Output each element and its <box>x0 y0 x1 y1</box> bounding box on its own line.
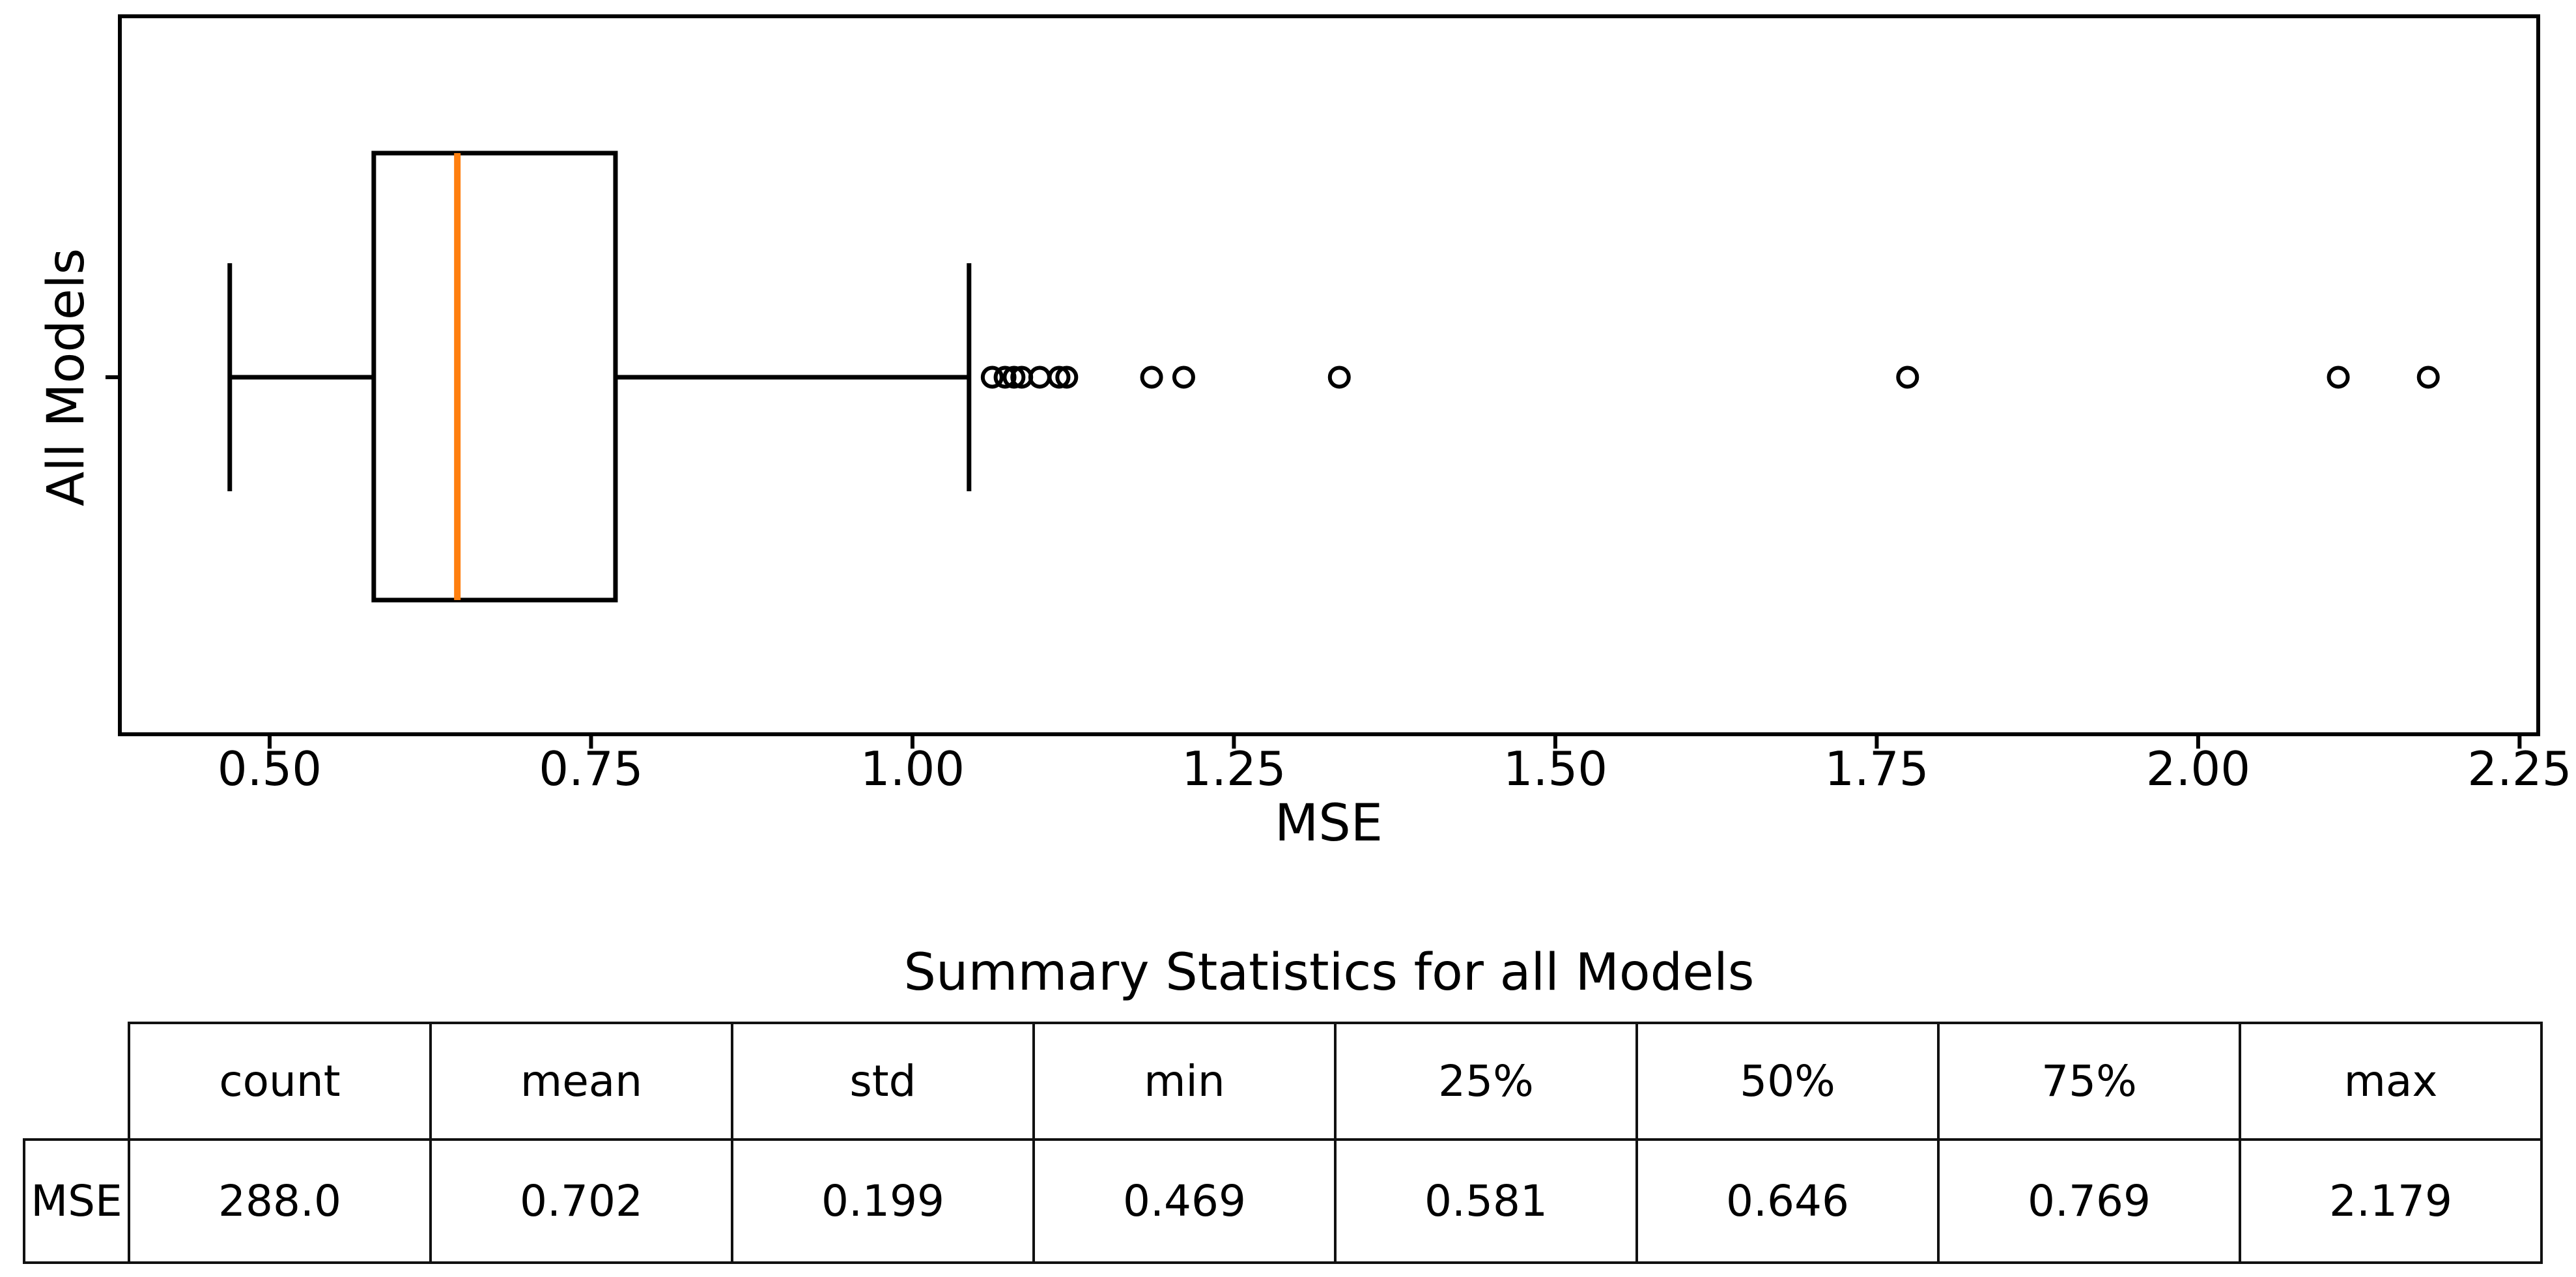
x-tick-label: 1.00 <box>860 741 965 796</box>
outlier-point <box>1140 366 1163 389</box>
table-cell-p50: 0.646 <box>1635 1138 1940 1264</box>
table-cell-p25: 0.581 <box>1334 1138 1638 1264</box>
table-header-p75: 75% <box>1937 1022 2241 1141</box>
table-header-p50: 50% <box>1635 1022 1940 1141</box>
table-cell-max: 2.179 <box>2239 1138 2543 1264</box>
outlier-point <box>1055 366 1079 389</box>
y-axis-label: All Models <box>37 248 96 506</box>
table-header-std: std <box>731 1022 1035 1141</box>
x-axis-label: MSE <box>1275 794 1383 853</box>
table-header-max: max <box>2239 1022 2543 1141</box>
table-header-p25: 25% <box>1334 1022 1638 1141</box>
table-header-min: min <box>1032 1022 1337 1141</box>
outlier-point <box>1172 366 1195 389</box>
outlier-point <box>1896 366 1919 389</box>
table-cell-mean: 0.702 <box>429 1138 733 1264</box>
outlier-point <box>1047 366 1071 389</box>
x-tick-label: 1.25 <box>1182 741 1286 796</box>
x-tick-label: 1.50 <box>1503 741 1607 796</box>
x-tick-label: 1.75 <box>1824 741 1929 796</box>
summary-statistics-table: count mean std min 25% 50% 75% max MSE 2… <box>23 1022 2543 1264</box>
x-tick-label: 0.50 <box>218 741 322 796</box>
outlier-point <box>993 366 1017 389</box>
table-cell-p75: 0.769 <box>1937 1138 2241 1264</box>
table-cell-min: 0.469 <box>1032 1138 1337 1264</box>
table-row: MSE 288.0 0.702 0.199 0.469 0.581 0.646 … <box>23 1138 2543 1264</box>
table-cell-std: 0.199 <box>731 1138 1035 1264</box>
table-header-mean: mean <box>429 1022 733 1141</box>
outlier-point <box>2327 366 2350 389</box>
outlier-point <box>1002 366 1026 389</box>
x-tick-label: 2.00 <box>2146 741 2250 796</box>
x-tick-label: 0.75 <box>539 741 643 796</box>
table-corner-cell <box>24 1023 129 1140</box>
table-title: Summary Statistics for all Models <box>903 943 1755 1002</box>
table-header-count: count <box>128 1022 432 1141</box>
outlier-point <box>2416 366 2440 389</box>
outlier-point <box>980 366 1004 389</box>
table-cell-count: 288.0 <box>128 1138 432 1264</box>
outlier-point <box>1327 366 1351 389</box>
boxplot-chart: 0.50 0.75 1.00 1.25 1.50 1.75 2.00 2.25 MSE All… <box>37 14 2572 853</box>
iqr-box <box>371 151 618 603</box>
table-row-label: MSE <box>23 1138 130 1264</box>
table-header-row: count mean std min 25% 50% 75% max <box>24 1022 2543 1141</box>
x-tick-label: 2.25 <box>2467 741 2571 796</box>
